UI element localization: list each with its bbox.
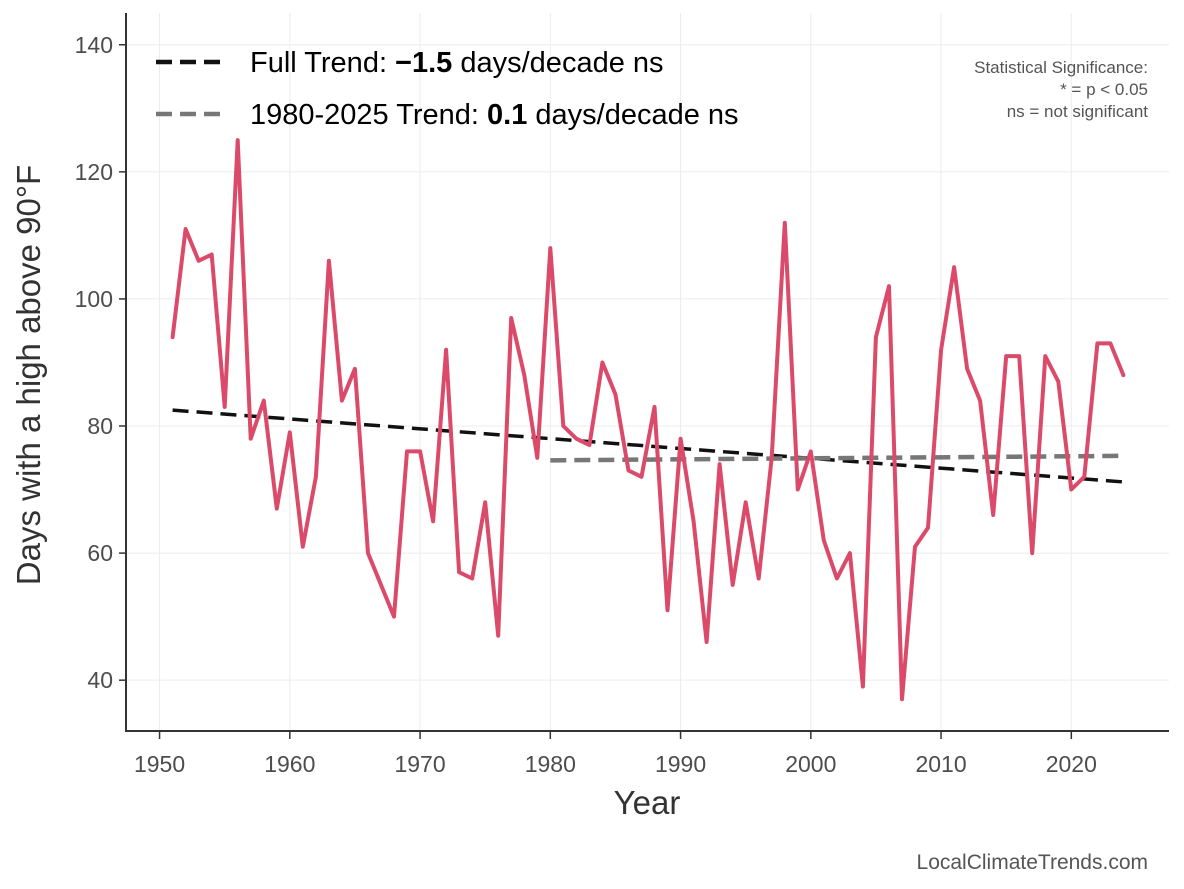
y-tick-label-120: 120 <box>75 159 113 185</box>
y-tick-label-60: 60 <box>87 540 113 566</box>
x-tick-label-1950: 1950 <box>134 751 185 777</box>
x-tick-label-2000: 2000 <box>785 751 836 777</box>
grid-lines <box>127 13 1169 731</box>
legend-full-value: −1.5 <box>395 47 452 79</box>
legend-recent-suffix: days/decade ns <box>527 99 738 131</box>
x-tick-label-1990: 1990 <box>655 751 706 777</box>
x-tick-label-2010: 2010 <box>915 751 966 777</box>
legend-entry-full-trend: Full Trend: −1.5 days/decade ns <box>250 47 664 79</box>
y-axis-title: Days with a high above 90°F <box>10 165 47 585</box>
legend-recent-value: 0.1 <box>487 99 527 131</box>
significance-ns: ns = not significant <box>1007 102 1149 121</box>
days-above-90-line <box>170 138 1126 702</box>
significance-title: Statistical Significance: <box>974 58 1148 77</box>
y-tick-label-40: 40 <box>87 667 113 693</box>
y-tick-label-80: 80 <box>87 413 113 439</box>
legend-full-suffix: days/decade ns <box>452 47 663 79</box>
full-trend-line <box>172 408 1124 484</box>
significance-note: Statistical Significance: * = p < 0.05 n… <box>974 58 1148 121</box>
y-ticks: 40 60 80 100 120 140 <box>75 32 127 693</box>
trend-lines <box>172 408 1124 484</box>
significance-star: * = p < 0.05 <box>1060 80 1148 99</box>
legend: Full Trend: −1.5 days/decade ns 1980-202… <box>156 47 739 131</box>
axes <box>125 13 1169 732</box>
x-axis-title: Year <box>614 784 681 821</box>
x-tick-label-2020: 2020 <box>1046 751 1097 777</box>
x-tick-label-1960: 1960 <box>264 751 315 777</box>
legend-entry-recent-trend: 1980-2025 Trend: 0.1 days/decade ns <box>250 99 739 131</box>
x-tick-label-1980: 1980 <box>525 751 576 777</box>
credit: LocalClimateTrends.com <box>917 851 1148 874</box>
y-tick-label-100: 100 <box>75 286 113 312</box>
legend-recent-prefix: 1980-2025 Trend: <box>250 99 487 131</box>
y-tick-label-140: 140 <box>75 32 113 58</box>
x-ticks: 1950 1960 1970 1980 1990 2000 2010 2020 <box>134 731 1097 777</box>
legend-full-prefix: Full Trend: <box>250 47 395 79</box>
x-tick-label-1970: 1970 <box>394 751 445 777</box>
